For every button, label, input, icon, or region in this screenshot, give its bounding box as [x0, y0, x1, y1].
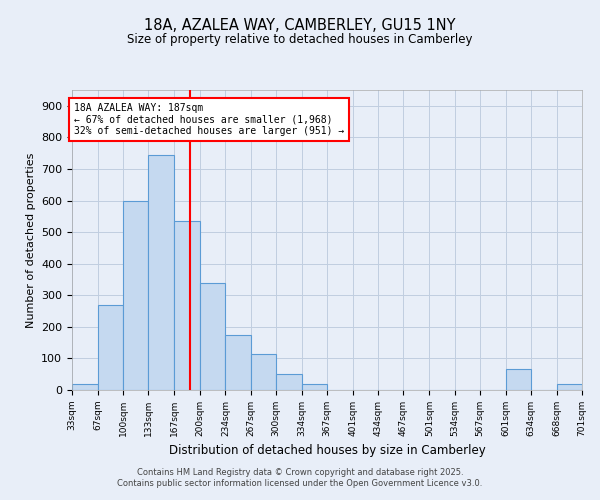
Bar — [226, 334, 251, 390]
Bar — [557, 384, 582, 390]
Bar — [98, 304, 123, 390]
Bar — [506, 370, 531, 390]
Y-axis label: Number of detached properties: Number of detached properties — [26, 152, 35, 328]
Text: 18A, AZALEA WAY, CAMBERLEY, GU15 1NY: 18A, AZALEA WAY, CAMBERLEY, GU15 1NY — [144, 18, 456, 32]
Bar — [276, 374, 302, 390]
Bar — [72, 384, 98, 390]
Bar — [175, 221, 200, 390]
Bar — [302, 384, 327, 390]
Text: Size of property relative to detached houses in Camberley: Size of property relative to detached ho… — [127, 32, 473, 46]
Bar — [199, 282, 226, 390]
Bar — [148, 154, 175, 390]
X-axis label: Distribution of detached houses by size in Camberley: Distribution of detached houses by size … — [169, 444, 485, 458]
Bar — [123, 200, 148, 390]
Bar — [251, 354, 276, 390]
Text: Contains HM Land Registry data © Crown copyright and database right 2025.
Contai: Contains HM Land Registry data © Crown c… — [118, 468, 482, 487]
Text: 18A AZALEA WAY: 187sqm
← 67% of detached houses are smaller (1,968)
32% of semi-: 18A AZALEA WAY: 187sqm ← 67% of detached… — [74, 102, 344, 136]
